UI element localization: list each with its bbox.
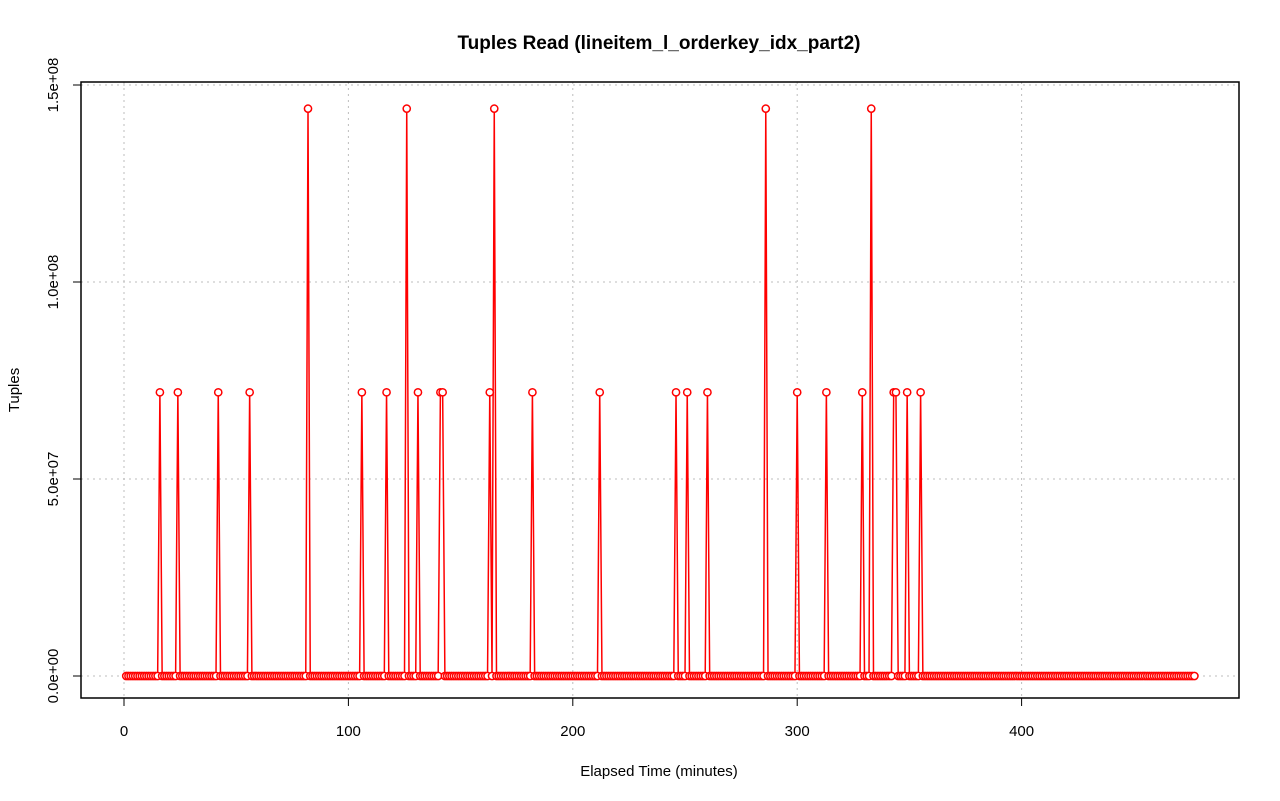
data-point xyxy=(822,387,831,397)
data-point xyxy=(866,104,876,113)
y-tick-label: 0.0e+00 xyxy=(45,649,62,704)
data-point xyxy=(857,387,867,397)
data-point xyxy=(438,387,447,397)
data-point xyxy=(1190,671,1199,681)
x-tick-label: 0 xyxy=(120,723,128,740)
data-point xyxy=(703,387,712,397)
x-axis-label: Elapsed Time (minutes) xyxy=(580,763,738,780)
data-point xyxy=(902,387,912,397)
x-tick-label: 100 xyxy=(336,723,361,740)
data-point xyxy=(485,387,495,397)
series-line xyxy=(126,108,1195,677)
x-tick-label: 300 xyxy=(785,723,810,740)
x-axis: 0 100 200 300 400 xyxy=(120,697,1034,740)
data-point xyxy=(155,387,165,397)
y-axis-label: Tuples xyxy=(6,368,23,412)
y-tick-label: 1.5e+08 xyxy=(45,58,62,113)
data-point xyxy=(382,387,391,397)
data-point xyxy=(891,387,901,397)
data-point xyxy=(595,387,605,397)
data-point xyxy=(792,387,802,397)
data-point xyxy=(245,387,255,397)
x-tick-label: 400 xyxy=(1009,723,1034,740)
data-point xyxy=(413,387,423,397)
data-point xyxy=(671,387,681,397)
data-point xyxy=(761,104,771,113)
data-point xyxy=(916,387,925,397)
chart-title: Tuples Read (lineitem_l_orderkey_idx_par… xyxy=(457,33,860,54)
data-point xyxy=(213,387,223,397)
data-point xyxy=(357,387,367,397)
x-tick-label: 200 xyxy=(560,723,585,740)
y-tick-label: 5.0e+07 xyxy=(45,452,62,507)
data-point xyxy=(402,104,412,113)
data-point xyxy=(303,104,313,113)
grid xyxy=(81,82,1239,698)
data-point xyxy=(173,387,183,397)
data-point xyxy=(528,387,537,397)
y-axis: 0.0e+00 5.0e+07 1.0e+08 1.5e+08 xyxy=(45,58,82,704)
plot-area xyxy=(121,104,1199,681)
plot-frame xyxy=(80,81,1240,699)
data-point xyxy=(489,104,499,113)
y-tick-label: 1.0e+08 xyxy=(45,255,62,310)
data-point xyxy=(682,387,692,397)
